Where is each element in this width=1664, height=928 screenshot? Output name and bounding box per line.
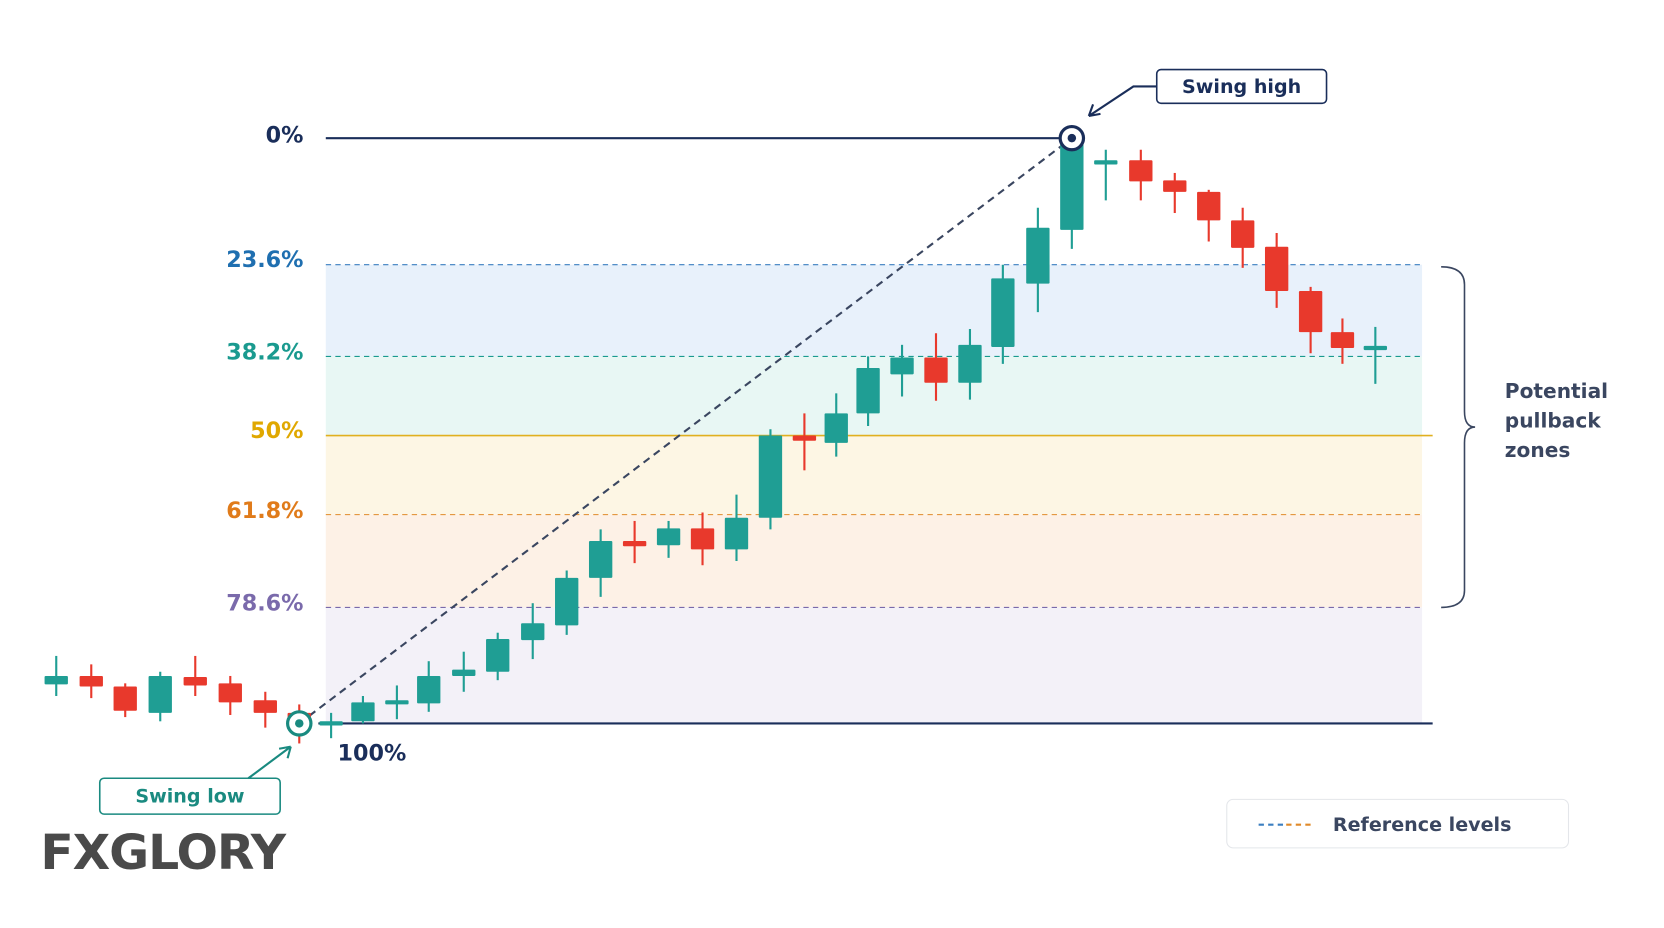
candle-body	[385, 700, 409, 705]
level-label: 100%	[337, 741, 406, 767]
candle-body	[824, 413, 848, 443]
candle-body	[1264, 246, 1289, 292]
candle-body	[417, 675, 441, 704]
band	[325, 264, 1423, 357]
candle-body	[724, 517, 749, 550]
zone-bracket	[1441, 266, 1476, 609]
zone-label: pullback	[1505, 408, 1602, 432]
candle-body	[690, 528, 715, 550]
candles	[44, 134, 1388, 744]
logo: FXGLORY	[40, 825, 287, 881]
swing-high-dot	[1067, 133, 1077, 143]
candle-body	[588, 540, 613, 578]
candle-body	[890, 357, 914, 375]
level-label: 61.8%	[226, 498, 303, 524]
retracement-line	[298, 137, 1073, 725]
candle-body	[991, 278, 1015, 347]
candle-body	[1330, 332, 1355, 348]
candle-body	[1163, 180, 1187, 192]
band	[325, 435, 1423, 515]
swing-high-label: Swing high	[1182, 76, 1301, 98]
candle-body	[1094, 160, 1118, 165]
candle-body	[183, 677, 207, 686]
candle-body	[1363, 345, 1388, 351]
level-lines	[318, 137, 1433, 725]
legend-box	[1226, 798, 1570, 849]
level-label: 78.6%	[226, 591, 303, 617]
candle-body	[555, 577, 579, 626]
candle-body	[148, 675, 172, 713]
level-label: 38.2%	[226, 340, 303, 366]
candle-body	[351, 702, 375, 722]
candle-body	[1026, 227, 1050, 284]
candle-body	[856, 368, 880, 414]
candle-body	[452, 669, 476, 676]
candle-body	[486, 639, 510, 672]
candle-body	[924, 357, 948, 383]
candle-body	[521, 623, 545, 641]
candle-body	[113, 686, 137, 711]
level-label: 23.6%	[226, 247, 303, 273]
candle-body	[1060, 141, 1084, 230]
candle-body	[622, 540, 647, 547]
swing-high-arrow	[1087, 85, 1157, 118]
legend-label: Reference levels	[1333, 814, 1512, 836]
swing-low-label: Swing low	[135, 786, 244, 808]
candle-body	[218, 683, 242, 703]
swing-low-box	[98, 777, 281, 815]
candle-body	[253, 700, 277, 713]
candle-body	[656, 528, 681, 546]
level-labels: 0% 23.6% 38.2% 50% 61.8% 78.6% 100%	[226, 123, 406, 767]
level-label: 0%	[266, 123, 304, 149]
swing-low-arrow	[247, 745, 292, 780]
candle-body	[758, 435, 783, 518]
candle-body	[79, 675, 103, 687]
candle-body	[319, 721, 343, 726]
candle-body	[1197, 191, 1221, 221]
candle-body	[1129, 160, 1153, 182]
candle-body	[792, 435, 817, 441]
candle-body	[44, 675, 68, 685]
candle-body	[958, 344, 982, 383]
candle-body	[1231, 220, 1255, 248]
level-label: 50%	[250, 418, 303, 444]
zone-label: Potential	[1505, 379, 1608, 403]
band	[325, 514, 1423, 608]
candle-body	[1298, 291, 1323, 333]
zone-label: zones	[1505, 438, 1571, 462]
swing-low-dot	[295, 719, 304, 728]
